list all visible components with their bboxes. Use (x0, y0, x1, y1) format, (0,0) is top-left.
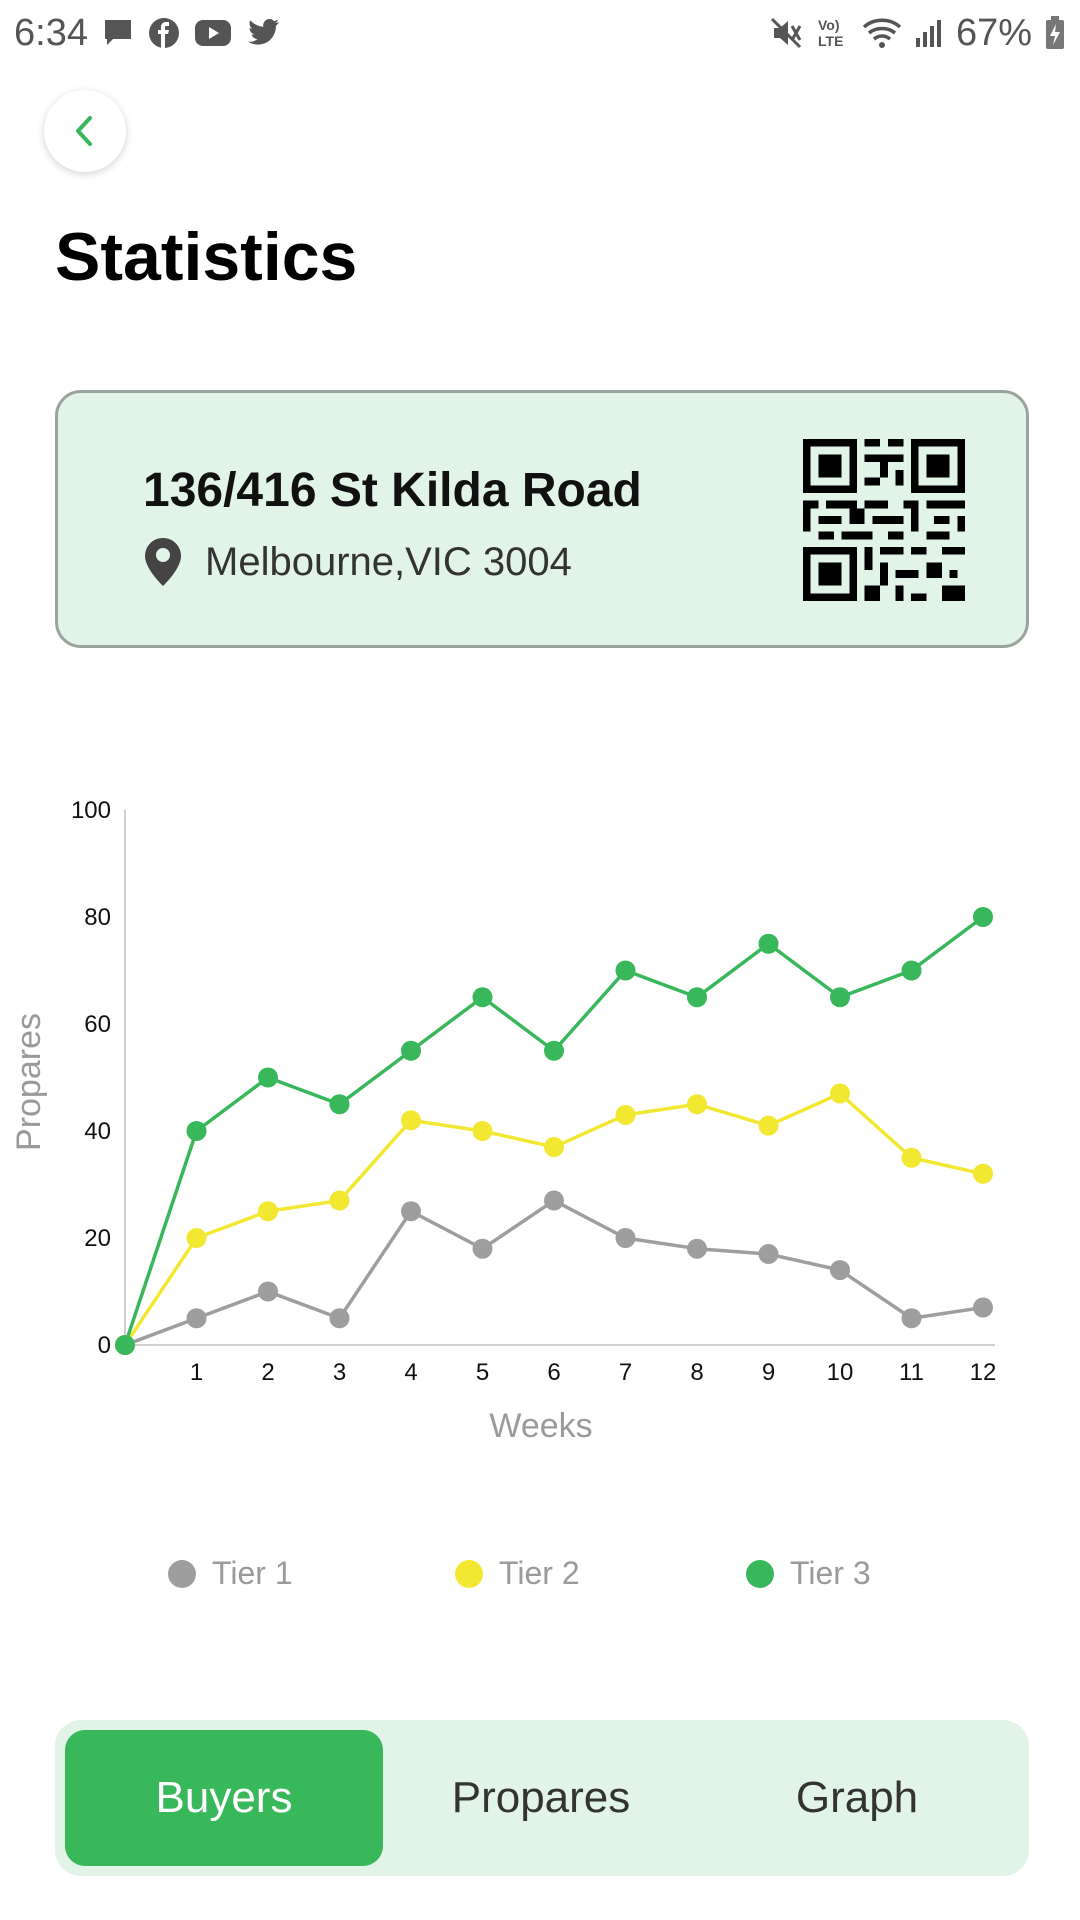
data-point-tier-3 (615, 960, 636, 981)
data-point-tier-2 (901, 1147, 922, 1168)
data-point-tier-3 (258, 1067, 278, 1088)
address-street: 136/416 St Kilda Road (143, 464, 642, 517)
chart-legend: Tier 1 Tier 2 Tier 3 (0, 1555, 1080, 1605)
address-city: Melbourne,VIC 3004 (205, 539, 572, 584)
x-tick-label: 1 (190, 1359, 203, 1386)
data-point-tier-3 (758, 933, 779, 954)
x-tick-label: 12 (970, 1359, 997, 1386)
x-tick-label: 10 (827, 1359, 854, 1386)
data-point-tier-3 (901, 960, 922, 981)
data-point-tier-2 (615, 1104, 636, 1125)
data-point-tier-1 (687, 1238, 707, 1259)
data-point-tier-2 (258, 1201, 278, 1222)
data-point-tier-1 (258, 1281, 278, 1302)
volte-icon: Vo) LTE (818, 17, 843, 49)
battery-percent: 67% (955, 11, 1032, 54)
data-point-tier-2 (329, 1190, 350, 1211)
data-point-tier-3 (472, 987, 493, 1008)
y-tick-label: 20 (84, 1225, 111, 1252)
address-card[interactable]: 136/416 St Kilda Road Melbourne,VIC 3004 (55, 390, 1029, 648)
volte-label-bottom: LTE (818, 33, 843, 49)
data-point-tier-1 (186, 1308, 207, 1329)
data-point-tier-2 (687, 1094, 707, 1115)
data-point-tier-2 (186, 1228, 207, 1248)
status-left: 6:34 (14, 12, 280, 55)
legend-dot (746, 1559, 774, 1588)
legend-item-tier-2: Tier 2 (455, 1555, 580, 1592)
x-tick-label: 6 (547, 1359, 560, 1386)
mute-icon (770, 17, 802, 49)
y-tick-label: 0 (98, 1332, 111, 1359)
legend-item-tier-1: Tier 1 (168, 1555, 293, 1592)
data-point-tier-3 (687, 987, 707, 1008)
address-city-row: Melbourne,VIC 3004 (143, 536, 572, 588)
data-point-tier-3 (186, 1121, 207, 1141)
tab-graph[interactable]: Graph (795, 1773, 919, 1822)
data-point-tier-2 (544, 1137, 564, 1158)
data-point-tier-1 (329, 1308, 350, 1329)
data-point-tier-1 (901, 1308, 922, 1329)
y-tick-label: 80 (84, 904, 111, 931)
y-tick-label: 40 (84, 1118, 111, 1145)
y-tick-label: 60 (84, 1011, 111, 1038)
data-point-tier-1 (401, 1201, 421, 1222)
data-point-tier-3 (544, 1040, 564, 1061)
data-point-tier-1 (544, 1190, 564, 1211)
data-point-tier-2 (472, 1121, 493, 1141)
data-point-tier-3 (973, 907, 993, 927)
data-point-tier-1 (615, 1228, 636, 1248)
message-icon (104, 20, 131, 45)
data-point-tier-1 (830, 1260, 850, 1281)
data-point-tier-3 (401, 1040, 421, 1061)
back-button[interactable] (44, 90, 126, 172)
data-point-tier-1 (758, 1244, 779, 1265)
series-line-tier-1 (124, 1198, 984, 1347)
facebook-icon (148, 18, 179, 48)
x-tick-label: 5 (476, 1359, 489, 1386)
x-axis-label: Weeks (489, 1407, 592, 1445)
data-point-tier-3 (329, 1094, 350, 1115)
location-pin-icon (145, 538, 181, 586)
data-point-tier-3 (830, 987, 850, 1008)
page-title: Statistics (55, 219, 358, 295)
x-tick-label: 2 (261, 1359, 274, 1386)
data-point-tier-2 (758, 1115, 779, 1136)
volte-label-top: Vo) (818, 17, 840, 33)
youtube-icon (194, 20, 231, 46)
x-tick-label: 8 (690, 1359, 703, 1386)
y-tick-label: 100 (71, 797, 111, 824)
status-bar: 6:34 Vo) LTE (0, 0, 1080, 66)
legend-dot (168, 1559, 196, 1588)
data-point-tier-2 (401, 1110, 421, 1131)
x-tick-label: 7 (619, 1359, 632, 1386)
tab-propares[interactable]: Propares (451, 1773, 631, 1822)
wifi-icon (862, 18, 902, 48)
legend-dot (455, 1559, 483, 1588)
legend-item-tier-3: Tier 3 (746, 1555, 871, 1592)
series-line-tier-2 (123, 1091, 984, 1346)
data-point-tier-3 (115, 1335, 135, 1355)
x-tick-label: 9 (762, 1359, 775, 1386)
qr-code-icon[interactable] (803, 439, 965, 601)
data-point-tier-1 (973, 1297, 993, 1318)
signal-icon (915, 20, 941, 47)
legend-label: Tier 1 (212, 1555, 293, 1591)
data-point-tier-1 (472, 1238, 493, 1259)
data-point-tier-2 (830, 1083, 850, 1104)
chevron-left-icon (76, 116, 92, 146)
x-tick-label: 4 (404, 1359, 417, 1386)
twitter-icon (247, 19, 279, 45)
status-right: Vo) LTE 67% (770, 12, 1066, 55)
data-point-tier-2 (973, 1163, 993, 1184)
battery-icon (1046, 16, 1064, 49)
status-time: 6:34 (14, 11, 88, 54)
tab-buyers[interactable]: Buyers (65, 1730, 383, 1866)
x-tick-label: 11 (899, 1359, 924, 1386)
legend-label: Tier 2 (499, 1555, 580, 1591)
y-axis-label: Propares (10, 1013, 48, 1151)
legend-label: Tier 3 (790, 1555, 871, 1591)
x-tick-label: 3 (333, 1359, 346, 1386)
tab-bar: Buyers Propares Graph (55, 1720, 1029, 1876)
